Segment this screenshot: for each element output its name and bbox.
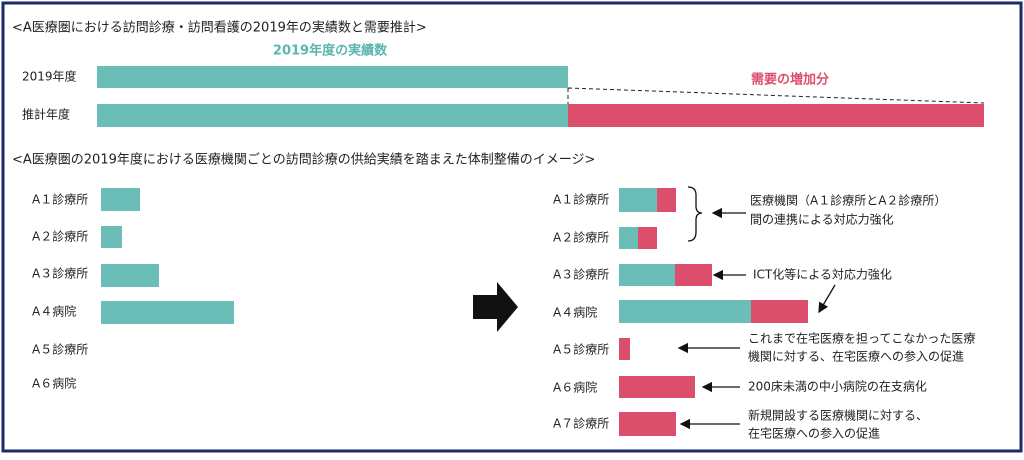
increase-label: 需要の増加分 bbox=[751, 72, 829, 88]
arrow bbox=[473, 282, 518, 332]
note: 機関に対する、在宅医療への参入の促進 bbox=[748, 349, 964, 364]
note: 新規開設する医療機関に対する、 bbox=[748, 408, 928, 423]
after-labels: A１診療所 A２診療所 A３診療所 A４病院 A５診療所 A６病院 A７診療所 bbox=[553, 192, 609, 431]
title: <A医療圏の2019年度における医療機関ごとの訪問診療の供給実績を踏まえた体制整… bbox=[12, 152, 595, 168]
title: <A医療圏における訪問診療・訪問看護の2019年の実績数と需要推計> bbox=[12, 20, 427, 36]
clinic-label: A６病院 bbox=[553, 380, 597, 395]
clinic-label: A４病院 bbox=[32, 304, 76, 319]
before-bars bbox=[101, 188, 234, 324]
notes: 医療機関（A１診療所とA２診療所） 間の連携による対応力強化 ICT化等による対… bbox=[748, 193, 975, 441]
before-labels: A１診療所 A２診療所 A３診療所 A４病院 A５診療所 A６病院 bbox=[32, 192, 88, 391]
clinic-label: A７診療所 bbox=[553, 416, 609, 431]
clinic-label: A３診療所 bbox=[32, 266, 88, 281]
row-label: 2019年度 bbox=[22, 69, 77, 84]
clinic-label: A５診療所 bbox=[553, 342, 609, 357]
bars bbox=[97, 66, 985, 127]
note: 200床未満の中小病院の在支病化 bbox=[748, 379, 927, 394]
row-label: 推計年度 bbox=[22, 107, 70, 122]
clinic-label: A２診療所 bbox=[32, 229, 88, 244]
actual-label: 2019年度の実績数 bbox=[273, 43, 388, 59]
note: 間の連携による対応力強化 bbox=[750, 212, 894, 227]
clinic-label: A３診療所 bbox=[553, 267, 609, 282]
note: ICT化等による対応力強化 bbox=[753, 268, 892, 282]
note: 医療機関（A１診療所とA２診療所） bbox=[750, 193, 946, 208]
clinic-label: A６病院 bbox=[32, 376, 76, 391]
note: これまで在宅医療を担ってこなかった医療 bbox=[748, 331, 975, 346]
connectors bbox=[677, 186, 836, 430]
clinic-label: A２診療所 bbox=[553, 230, 609, 245]
clinic-label: A１診療所 bbox=[553, 192, 609, 207]
clinic-label: A５診療所 bbox=[32, 342, 88, 357]
clinic-label: A４病院 bbox=[553, 305, 597, 320]
after-bars bbox=[619, 188, 808, 436]
note: 在宅医療への参入の促進 bbox=[748, 426, 880, 441]
clinic-label: A１診療所 bbox=[32, 192, 88, 207]
